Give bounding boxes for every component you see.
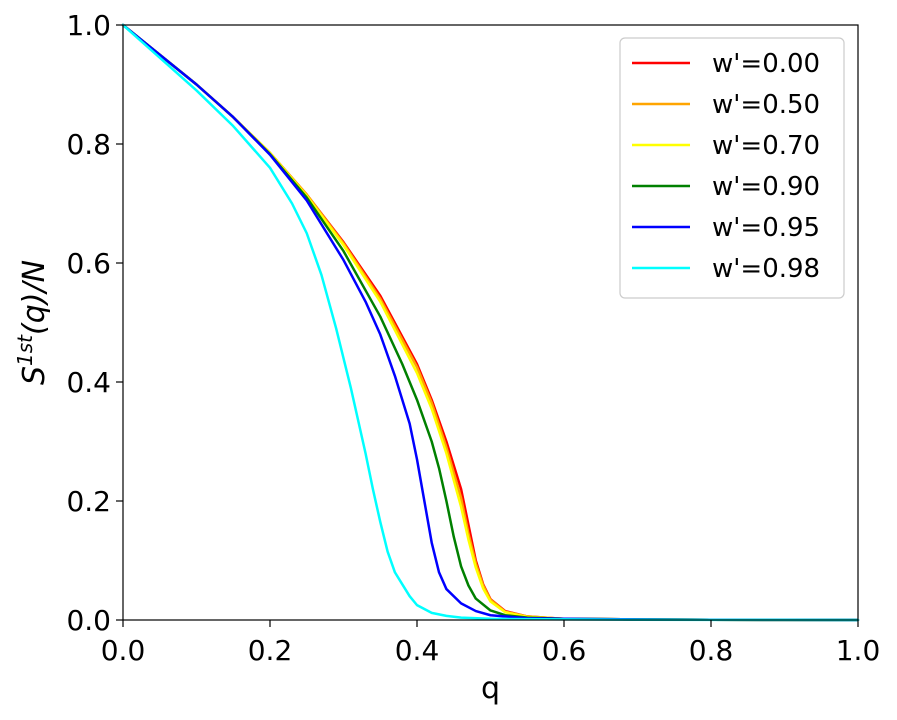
y-axis-label-base: S bbox=[17, 366, 52, 385]
y-tick-label: 0.8 bbox=[66, 128, 111, 161]
y-tick-label: 0.0 bbox=[66, 604, 111, 637]
y-axis-label-rest: (q)/N bbox=[17, 260, 52, 335]
legend-label-0: w'=0.00 bbox=[712, 49, 820, 79]
x-tick-label: 0.8 bbox=[689, 634, 734, 667]
y-axis-label: S1st(q)/N bbox=[13, 260, 52, 385]
x-tick-label: 1.0 bbox=[836, 634, 881, 667]
y-tick-label: 0.4 bbox=[66, 366, 111, 399]
y-tick-label: 0.2 bbox=[66, 485, 111, 518]
legend-label-1: w'=0.50 bbox=[712, 90, 820, 120]
y-tick-label: 0.6 bbox=[66, 247, 111, 280]
legend: w'=0.00 w'=0.50 w'=0.70 w'=0.90 w'=0.95 w'=0.… bbox=[619, 37, 845, 299]
y-axis-label-superscript: 1st bbox=[13, 334, 37, 366]
x-tick-label: 0.2 bbox=[248, 634, 293, 667]
plot-frame bbox=[122, 24, 859, 621]
x-tick-label: 0.0 bbox=[101, 634, 146, 667]
series-layer bbox=[121, 23, 860, 622]
legend-label-3: w'=0.90 bbox=[712, 172, 820, 202]
x-tick-label: 0.4 bbox=[395, 634, 440, 667]
legend-label-4: w'=0.95 bbox=[712, 213, 820, 243]
x-tick-label: 0.6 bbox=[542, 634, 587, 667]
legend-label-5: w'=0.98 bbox=[712, 254, 820, 284]
x-axis-ticks: 0.0 0.2 0.4 0.6 0.8 1.0 bbox=[101, 620, 881, 667]
legend-label-2: w'=0.70 bbox=[712, 131, 820, 161]
y-axis-ticks: 0.0 0.2 0.4 0.6 0.8 1.0 bbox=[66, 9, 123, 637]
series-line-5 bbox=[121, 23, 860, 622]
y-tick-label: 1.0 bbox=[66, 9, 111, 42]
x-axis-label: q bbox=[481, 671, 500, 706]
